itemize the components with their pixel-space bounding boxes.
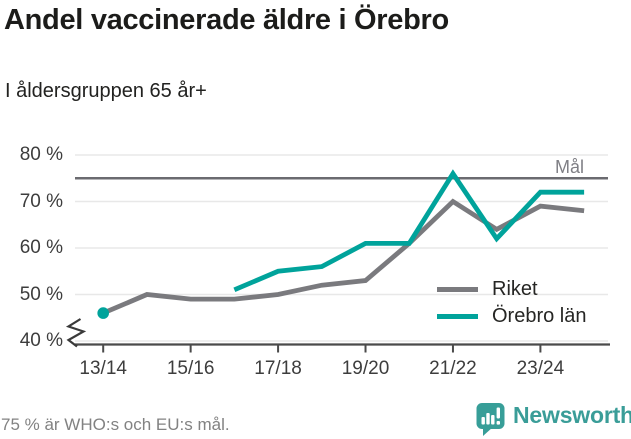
y-axis-tick-label: 50 % xyxy=(19,283,63,305)
footnote: 75 % är WHO:s och EU:s mål. xyxy=(1,415,230,434)
legend-label: Riket xyxy=(492,278,538,300)
chart-subtitle: I åldersgruppen 65 år+ xyxy=(5,80,207,102)
legend-item: Örebro län xyxy=(437,303,587,330)
x-axis-tick-label: 19/20 xyxy=(341,358,390,379)
y-axis-tick-label: 80 % xyxy=(19,144,63,165)
y-axis-tick-label: 40 % xyxy=(19,330,63,351)
x-axis-tick-label: 15/16 xyxy=(166,358,215,379)
legend-swatch xyxy=(437,287,478,292)
goal-line-label: Mål xyxy=(554,157,584,177)
newsworthy-logo: Newsworthy xyxy=(476,401,631,437)
page-title: Andel vaccinerade äldre i Örebro xyxy=(4,4,449,36)
x-axis-tick-label: 17/18 xyxy=(254,358,302,379)
newsworthy-wordmark: Newsworthy xyxy=(513,402,631,428)
legend-swatch xyxy=(437,314,478,319)
legend-label: Örebro län xyxy=(492,305,587,327)
x-axis-tick-label: 13/14 xyxy=(79,358,127,379)
y-axis-tick-label: 70 % xyxy=(19,190,63,212)
data-line xyxy=(233,169,585,293)
axis-break-icon xyxy=(65,318,87,348)
x-axis-tick-label: 23/24 xyxy=(516,358,565,379)
y-axis-tick-label: 60 % xyxy=(19,237,63,258)
newsworthy-icon xyxy=(476,403,505,436)
legend-item: Riket xyxy=(437,276,587,303)
data-line xyxy=(102,198,585,316)
chart-legend: Riket Örebro län xyxy=(437,276,587,330)
data-point-marker xyxy=(97,307,109,319)
x-axis-tick-label: 21/22 xyxy=(429,358,477,379)
